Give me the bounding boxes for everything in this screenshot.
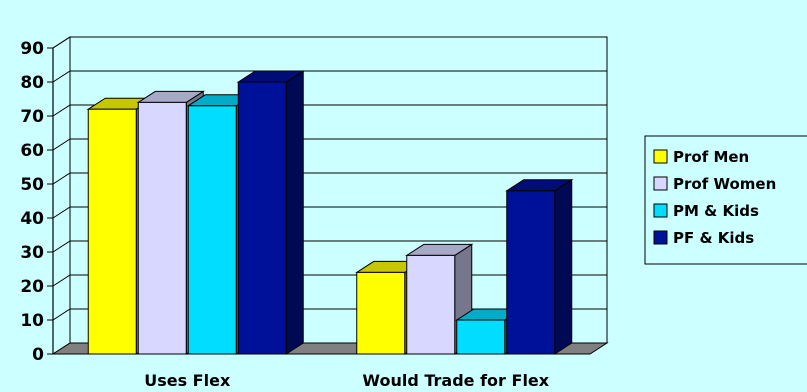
y-tick-label: 20 (20, 277, 44, 297)
legend-box (644, 135, 807, 265)
bar-front (356, 271, 406, 355)
y-tick-label: 10 (20, 311, 44, 331)
x-tick-label: Uses Flex (144, 371, 231, 390)
y-tick-label: 50 (20, 175, 44, 195)
legend-swatch (653, 230, 668, 245)
bar-front (237, 81, 287, 355)
x-tick-label: Would Trade for Flex (362, 371, 549, 390)
gridline (52, 138, 607, 151)
gridline (52, 172, 607, 185)
y-tick-label: 30 (20, 243, 44, 263)
y-tick-label: 0 (32, 345, 44, 365)
bar (236, 70, 305, 355)
bar-front (187, 105, 237, 355)
bars (86, 70, 574, 355)
legend-swatch (653, 176, 668, 191)
bar-front (456, 319, 506, 355)
y-tick-label: 90 (20, 39, 44, 59)
bar (505, 178, 574, 355)
legend-label: PF & Kids (673, 229, 754, 247)
bar-front (506, 190, 556, 355)
bar (455, 308, 524, 355)
bar-front (87, 108, 137, 355)
y-tick-label: 80 (20, 73, 44, 93)
legend-swatch (653, 149, 668, 164)
y-axis: 0 10 20 30 40 50 60 70 80 90 (20, 39, 54, 365)
gridline (52, 36, 607, 49)
legend-label: Prof Women (673, 175, 776, 193)
legend-label: PM & Kids (673, 202, 759, 220)
gridline (52, 206, 607, 219)
bar-side (285, 70, 304, 355)
bar-front (406, 254, 456, 355)
gridline (52, 104, 607, 117)
x-axis: Uses Flex Would Trade for Flex (144, 371, 550, 390)
gridline (52, 240, 607, 253)
bar-side (554, 178, 573, 355)
y-tick-label: 60 (20, 141, 44, 161)
legend-label: Prof Men (673, 148, 749, 166)
legend-swatch (653, 203, 668, 218)
side-wall (52, 36, 71, 355)
gridline (52, 70, 607, 83)
bar-front (137, 101, 187, 355)
gridlines (52, 36, 607, 321)
y-tick-label: 70 (20, 107, 44, 127)
y-tick-label: 40 (20, 209, 44, 229)
legend: Prof Men Prof Women PM & Kids PF & Kids (644, 135, 807, 265)
bar (405, 243, 474, 355)
